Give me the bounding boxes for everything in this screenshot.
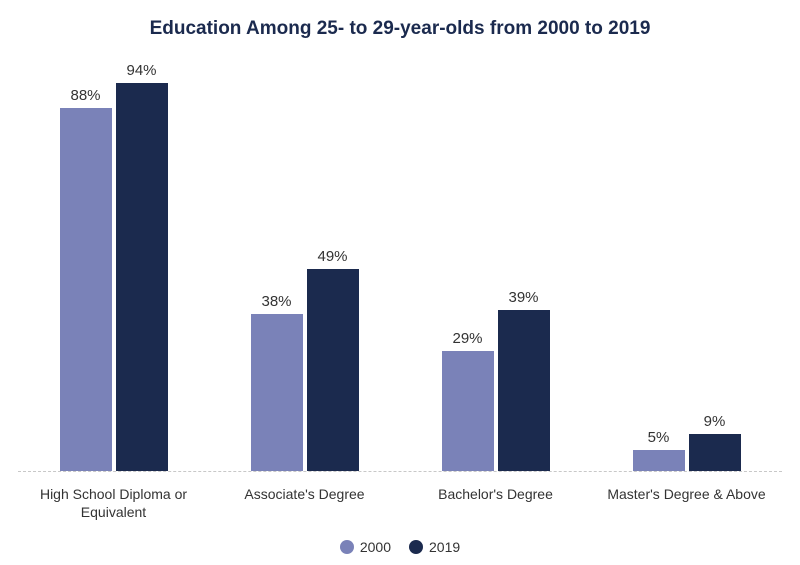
bar-rect bbox=[116, 83, 168, 471]
bar-value-label: 38% bbox=[261, 293, 291, 310]
bar-group: 38% 49% bbox=[209, 58, 400, 471]
x-axis-label: Associate's Degree bbox=[209, 486, 400, 521]
bar: 39% bbox=[498, 58, 550, 471]
x-axis-label: Master's Degree & Above bbox=[591, 486, 782, 521]
bar-group: 5% 9% bbox=[591, 58, 782, 471]
legend-item: 2000 bbox=[340, 539, 391, 555]
x-axis-labels: High School Diploma or EquivalentAssocia… bbox=[18, 486, 782, 521]
education-bar-chart: Education Among 25- to 29-year-olds from… bbox=[0, 0, 800, 565]
bar-group: 88% 94% bbox=[18, 58, 209, 471]
bar-rect bbox=[689, 434, 741, 471]
bar-value-label: 29% bbox=[452, 330, 482, 347]
bar-value-label: 94% bbox=[126, 62, 156, 79]
bar-rect bbox=[307, 269, 359, 471]
legend-label: 2019 bbox=[429, 539, 460, 555]
plot-area: 88% 94% 38% 49% 29% 39% 5% 9% bbox=[18, 58, 782, 472]
bar-value-label: 39% bbox=[508, 289, 538, 306]
bar: 9% bbox=[689, 58, 741, 471]
legend-label: 2000 bbox=[360, 539, 391, 555]
chart-title: Education Among 25- to 29-year-olds from… bbox=[10, 18, 790, 40]
bar-value-label: 88% bbox=[70, 87, 100, 104]
bar-value-label: 9% bbox=[704, 413, 726, 430]
bar: 5% bbox=[633, 58, 685, 471]
bar-rect bbox=[442, 351, 494, 471]
bar-rect bbox=[60, 108, 112, 471]
bar-value-label: 5% bbox=[648, 429, 670, 446]
bar-rect bbox=[251, 314, 303, 471]
bar: 29% bbox=[442, 58, 494, 471]
bar-rect bbox=[633, 450, 685, 471]
bar: 94% bbox=[116, 58, 168, 471]
bar-rect bbox=[498, 310, 550, 471]
bar-value-label: 49% bbox=[317, 248, 347, 265]
bar: 88% bbox=[60, 58, 112, 471]
x-axis-label: High School Diploma or Equivalent bbox=[18, 486, 209, 521]
legend-item: 2019 bbox=[409, 539, 460, 555]
bar-groups: 88% 94% 38% 49% 29% 39% 5% 9% bbox=[18, 58, 782, 471]
bar: 49% bbox=[307, 58, 359, 471]
bar: 38% bbox=[251, 58, 303, 471]
legend-swatch bbox=[340, 540, 354, 554]
legend: 2000 2019 bbox=[10, 539, 790, 555]
bar-group: 29% 39% bbox=[400, 58, 591, 471]
legend-swatch bbox=[409, 540, 423, 554]
x-axis-label: Bachelor's Degree bbox=[400, 486, 591, 521]
